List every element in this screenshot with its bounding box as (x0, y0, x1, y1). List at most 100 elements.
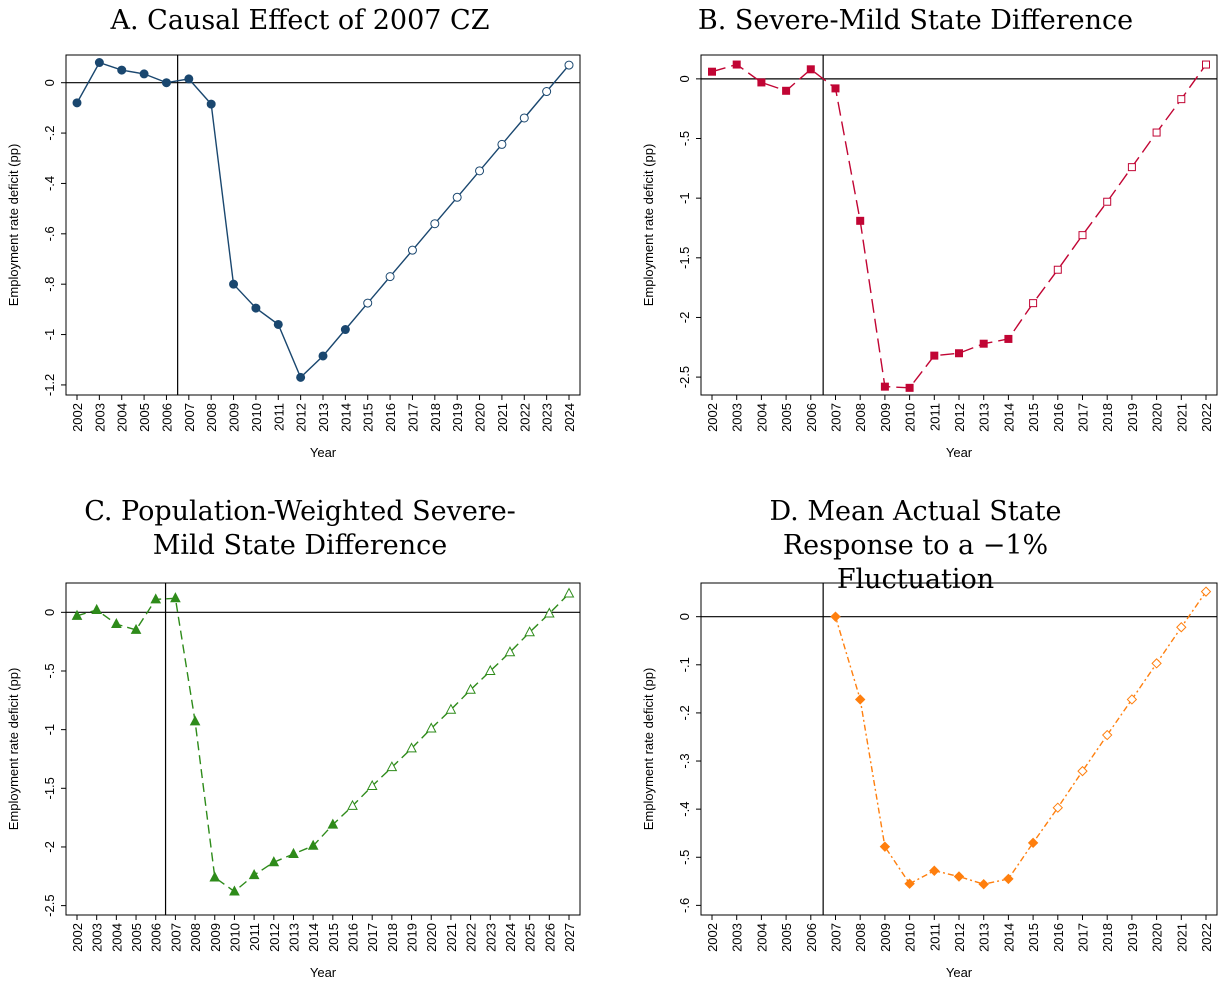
data-point (1078, 231, 1087, 240)
series-line (76, 593, 570, 893)
x-tick-label: 2019 (450, 403, 465, 432)
data-point (854, 694, 866, 705)
data-point (1200, 586, 1212, 597)
data-point (1004, 334, 1013, 343)
x-tick-label: 2006 (804, 403, 819, 432)
x-tick-label: 2014 (1001, 403, 1016, 432)
x-tick-label: 2005 (779, 403, 794, 432)
panel-b: B. Severe-Mild State Difference 0 -.5 -1 -1… (610, 0, 1221, 480)
data-point (542, 87, 552, 97)
data-point (117, 65, 127, 75)
x-tick-label: 2022 (464, 923, 479, 952)
data-point (307, 839, 319, 850)
data-point (732, 60, 741, 69)
x-tick-label: 2005 (137, 403, 152, 432)
y-axis-title: Employment rate deficit (pp) (6, 144, 21, 307)
data-point (1151, 658, 1162, 669)
plot-frame (700, 582, 1218, 916)
x-tick-label: 2015 (1026, 923, 1041, 952)
x-tick-label: 2020 (1150, 923, 1165, 952)
data-point (831, 84, 840, 93)
plot-frame (65, 582, 581, 916)
data-point (930, 351, 939, 360)
chart-svg: 0 -.5 -1 -1.5 -2 -2.5 2002 2003 2004 2005 2006 2007… (641, 54, 1218, 460)
data-point (71, 609, 83, 620)
y-axis-title: Employment rate deficit (pp) (641, 668, 656, 831)
panel-title-line: B. Severe-Mild State Difference (697, 5, 1134, 36)
data-point (91, 603, 103, 614)
x-tick-label: 2018 (428, 403, 443, 432)
series-line (711, 63, 1207, 389)
y-tick-label: -.5 (42, 663, 57, 678)
data-point (111, 617, 122, 629)
x-tick-label: 2004 (115, 403, 130, 432)
data-point (386, 761, 398, 772)
data-point (953, 871, 965, 882)
x-tick-label: 2006 (804, 923, 819, 952)
x-tick-label: 2003 (90, 923, 105, 952)
x-tick-label: 2021 (1174, 403, 1189, 432)
x-tick-label: 2019 (405, 923, 420, 952)
series-line (834, 591, 1207, 885)
x-tick-label: 2014 (338, 403, 353, 432)
data-point (1027, 837, 1039, 849)
data-point (1052, 802, 1064, 813)
data-point (130, 623, 142, 634)
x-tick-label: 2004 (754, 403, 769, 432)
data-point (830, 611, 841, 622)
data-point (209, 871, 221, 882)
data-point (979, 339, 988, 348)
x-tick-label: 2015 (326, 923, 341, 952)
x-tick-label: 2006 (159, 403, 174, 432)
data-point (407, 245, 417, 255)
x-tick-label: 2002 (70, 923, 85, 952)
data-point (318, 351, 328, 361)
data-point (170, 592, 181, 603)
y-axis-title: Employment rate deficit (pp) (641, 144, 656, 307)
plot-frame (65, 54, 581, 396)
data-point (504, 646, 516, 657)
x-tick-label: 2012 (952, 923, 967, 952)
x-tick-label: 2007 (182, 403, 197, 432)
data-point (94, 58, 104, 68)
x-tick-label: 2007 (168, 923, 183, 952)
y-tick-label: -1 (42, 724, 57, 736)
data-point (563, 587, 575, 598)
x-tick-label: 2021 (444, 923, 459, 952)
x-tick-label: 2008 (853, 403, 868, 432)
x-tick-label: 2020 (424, 923, 439, 952)
x-tick-label: 2023 (540, 403, 555, 432)
x-tick-label: 2002 (70, 403, 85, 432)
x-tick-label: 2009 (878, 923, 893, 952)
data-point (430, 219, 440, 229)
data-point (708, 67, 716, 76)
x-tick-label: 2013 (977, 403, 992, 432)
x-tick-label: 2010 (249, 403, 264, 432)
x-tick-label: 2024 (503, 923, 518, 952)
data-point (184, 74, 194, 84)
panel-title: B. Severe-Mild State Difference (610, 4, 1221, 38)
y-tick-label: 0 (42, 79, 57, 86)
data-point (880, 382, 889, 391)
data-point (189, 715, 201, 726)
x-tick-label: 2018 (1100, 403, 1115, 432)
x-tick-label: 2016 (1051, 923, 1066, 952)
data-point (1126, 694, 1138, 705)
x-tick-label: 2016 (346, 923, 361, 952)
x-tick-label: 2024 (562, 403, 577, 432)
x-tick-label: 2010 (227, 923, 242, 952)
y-tick-label: -1 (42, 329, 57, 341)
x-tick-label: 2022 (1199, 923, 1214, 952)
x-axis-title: Year (946, 965, 973, 980)
y-tick-label: -2 (677, 312, 692, 324)
data-point (519, 113, 529, 123)
y-tick-label: -2.5 (677, 366, 692, 388)
y-tick-label: -.5 (677, 131, 692, 146)
x-tick-label: 2003 (730, 923, 745, 952)
data-point (564, 60, 574, 70)
y-tick-label: 0 (677, 75, 692, 82)
panel-title-line: C. Population-Weighted Severe-Mild State… (84, 496, 516, 561)
x-tick-label: 2019 (1125, 923, 1140, 952)
data-point (1152, 128, 1161, 137)
x-tick-label: 2017 (365, 923, 380, 952)
